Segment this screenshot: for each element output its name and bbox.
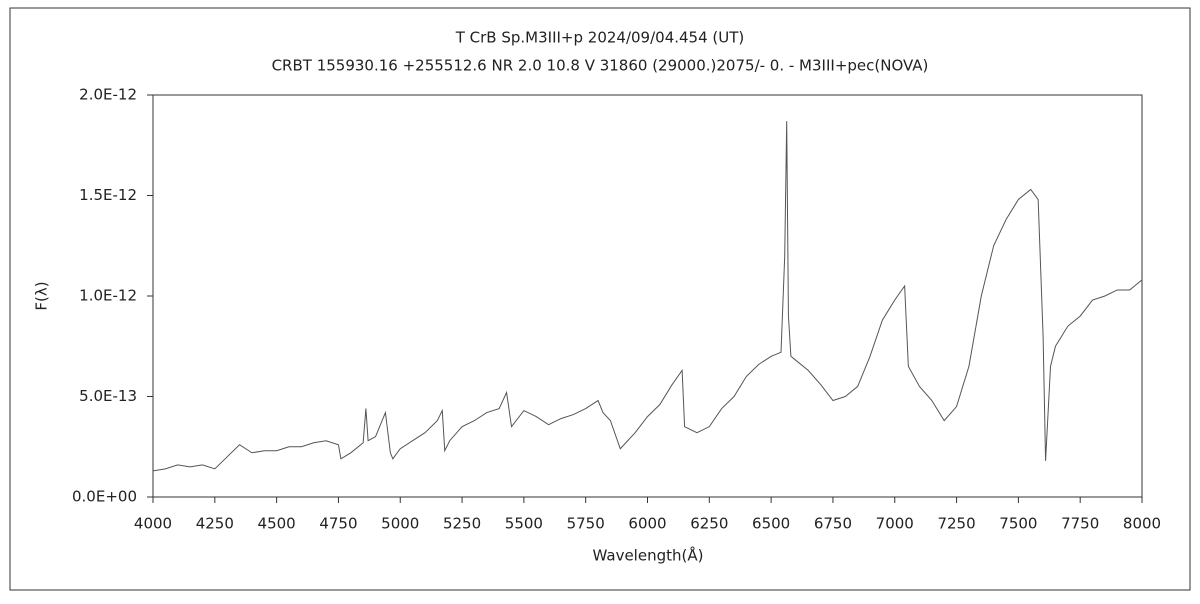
x-tick-label: 5250 <box>443 515 481 533</box>
x-tick-label: 4250 <box>196 515 234 533</box>
y-tick-label: 2.0E-12 <box>79 86 137 104</box>
y-axis-label: F(λ) <box>33 281 51 310</box>
frame <box>9 7 1191 591</box>
x-tick-label: 6500 <box>752 515 790 533</box>
x-tick-label: 7750 <box>1061 515 1099 533</box>
x-tick-label: 6750 <box>814 515 852 533</box>
x-axis-label: Wavelength(Å) <box>593 546 704 565</box>
x-tick-label: 7000 <box>876 515 914 533</box>
x-tick-label: 4500 <box>258 515 296 533</box>
x-tick-label: 7500 <box>999 515 1037 533</box>
y-tick-label: 5.0E-13 <box>79 387 137 405</box>
y-tick-label: 0.0E+00 <box>72 488 137 506</box>
chart-subtitle: CRBT 155930.16 +255512.6 NR 2.0 10.8 V 3… <box>272 57 929 75</box>
y-tick-label: 1.5E-12 <box>79 186 137 204</box>
x-tick-label: 5750 <box>567 515 605 533</box>
spectrum-line <box>152 121 1143 472</box>
y-tick-label: 1.0E-12 <box>79 287 137 305</box>
x-tick-label: 4000 <box>134 515 172 533</box>
x-tick-label: 5500 <box>505 515 543 533</box>
x-tick-label: 6000 <box>628 515 666 533</box>
x-tick-label: 5000 <box>381 515 419 533</box>
x-tick-label: 8000 <box>1123 515 1161 533</box>
x-tick-label: 4750 <box>319 515 357 533</box>
x-tick-label: 6250 <box>690 515 728 533</box>
x-tick-label: 7250 <box>937 515 975 533</box>
chart-title: T CrB Sp.M3III+p 2024/09/04.454 (UT) <box>455 29 745 47</box>
